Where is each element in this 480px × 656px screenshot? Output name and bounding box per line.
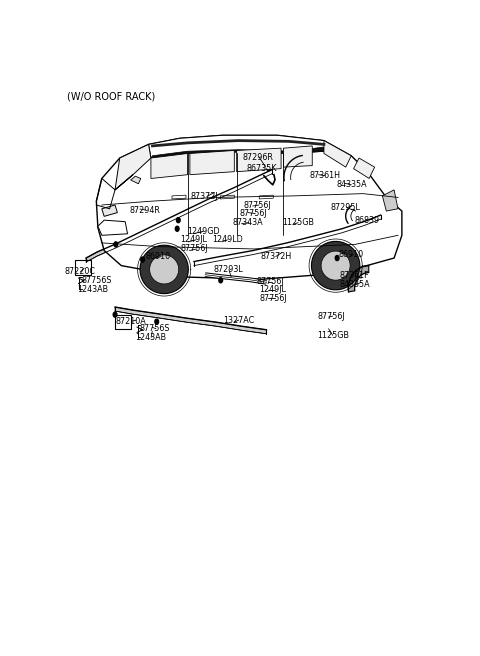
- Text: 86735K: 86735K: [247, 164, 277, 173]
- Text: 1249LD: 1249LD: [212, 236, 242, 244]
- Polygon shape: [151, 146, 336, 158]
- Text: 87756J: 87756J: [317, 312, 345, 321]
- Circle shape: [175, 226, 179, 232]
- Polygon shape: [283, 146, 312, 167]
- Text: 87361F: 87361F: [340, 271, 370, 280]
- Polygon shape: [259, 195, 273, 199]
- Polygon shape: [172, 195, 186, 199]
- Text: 1249GD: 1249GD: [187, 227, 220, 236]
- Text: 1327AC: 1327AC: [223, 316, 254, 325]
- Circle shape: [114, 242, 118, 247]
- Polygon shape: [140, 245, 188, 294]
- Polygon shape: [125, 205, 139, 214]
- Polygon shape: [354, 158, 374, 178]
- Text: 87343A: 87343A: [233, 218, 264, 227]
- Polygon shape: [115, 144, 151, 190]
- Text: 87756J: 87756J: [181, 245, 208, 253]
- Polygon shape: [194, 215, 381, 266]
- Text: 1243AB: 1243AB: [135, 333, 166, 342]
- Polygon shape: [321, 251, 350, 280]
- Text: 87293L: 87293L: [213, 265, 243, 274]
- Text: (W/O ROOF RACK): (W/O ROOF RACK): [67, 91, 156, 101]
- Text: 1249JL: 1249JL: [180, 236, 207, 244]
- Polygon shape: [346, 206, 354, 223]
- Polygon shape: [98, 220, 128, 236]
- Text: 87372J: 87372J: [191, 192, 218, 201]
- Polygon shape: [149, 135, 336, 158]
- Polygon shape: [115, 307, 266, 334]
- Text: 84335A: 84335A: [340, 280, 371, 289]
- Circle shape: [141, 257, 144, 262]
- Text: 86839: 86839: [355, 216, 380, 224]
- Polygon shape: [348, 266, 369, 292]
- Polygon shape: [324, 140, 351, 167]
- Text: 86910: 86910: [145, 252, 171, 261]
- Polygon shape: [261, 168, 269, 175]
- Text: 87756J: 87756J: [240, 209, 267, 218]
- Text: 87372H: 87372H: [260, 252, 291, 261]
- Text: 87361H: 87361H: [309, 171, 340, 180]
- Circle shape: [335, 255, 339, 260]
- Circle shape: [219, 277, 223, 283]
- Text: 87756J: 87756J: [256, 277, 284, 286]
- Text: 87210A: 87210A: [115, 317, 146, 325]
- Polygon shape: [96, 135, 402, 279]
- Text: 84335A: 84335A: [336, 180, 367, 190]
- Circle shape: [155, 319, 158, 324]
- Polygon shape: [150, 255, 179, 284]
- Text: 87295L: 87295L: [331, 203, 360, 212]
- Text: 87756S: 87756S: [82, 276, 112, 285]
- Polygon shape: [312, 241, 360, 290]
- Polygon shape: [220, 195, 234, 199]
- Text: 87220C: 87220C: [64, 267, 96, 276]
- Polygon shape: [131, 176, 141, 184]
- Text: 1243AB: 1243AB: [77, 285, 108, 294]
- Circle shape: [177, 218, 180, 222]
- FancyBboxPatch shape: [115, 315, 131, 329]
- Polygon shape: [86, 170, 272, 262]
- Text: 87296R: 87296R: [242, 152, 273, 161]
- Text: 1125GB: 1125GB: [282, 218, 314, 227]
- Polygon shape: [284, 155, 303, 180]
- Polygon shape: [151, 154, 188, 178]
- Text: 87756J: 87756J: [259, 294, 287, 303]
- Text: 1125GB: 1125GB: [317, 331, 349, 340]
- Polygon shape: [102, 205, 118, 216]
- FancyBboxPatch shape: [75, 260, 91, 275]
- Text: 87294R: 87294R: [130, 205, 161, 215]
- Text: 86910: 86910: [338, 250, 363, 259]
- Polygon shape: [237, 148, 281, 172]
- Text: 1249JL: 1249JL: [259, 285, 286, 295]
- Polygon shape: [190, 150, 234, 174]
- Circle shape: [113, 312, 117, 317]
- Text: 87756S: 87756S: [140, 324, 170, 333]
- Polygon shape: [383, 190, 398, 211]
- Text: 87756J: 87756J: [243, 201, 271, 209]
